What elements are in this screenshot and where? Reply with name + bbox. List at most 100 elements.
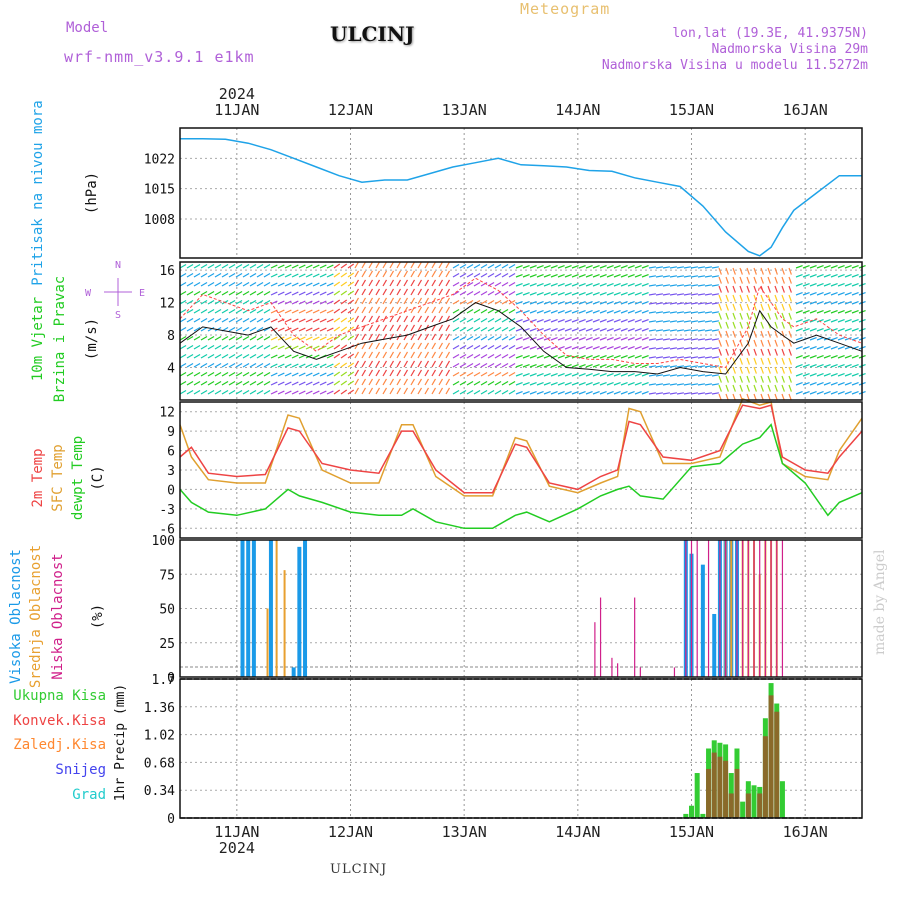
panel-frame — [179, 261, 863, 401]
wind-arrow — [256, 317, 264, 323]
wind-arrow — [494, 299, 502, 305]
wind-arrow — [732, 312, 736, 320]
wind-arrow — [186, 281, 194, 287]
wind-arrow — [354, 261, 360, 269]
wind-arrow — [326, 345, 334, 350]
wind-arrow — [186, 290, 194, 296]
wind-arrow — [676, 383, 684, 386]
wind-arrow — [473, 362, 481, 368]
wind-arrow — [830, 328, 838, 332]
wind-arrow — [333, 380, 341, 386]
wind-arrow — [221, 263, 229, 269]
wind-arrow — [557, 301, 565, 305]
wind-arrow — [795, 364, 803, 368]
wind-arrow — [739, 366, 743, 374]
wind-arrow — [368, 306, 374, 314]
wind-arrow — [683, 374, 691, 377]
wind-arrow — [641, 364, 649, 368]
wind-arrow — [599, 373, 607, 377]
wind-arrow — [781, 384, 785, 392]
wind-arrow — [571, 337, 579, 341]
wind-arrow — [249, 389, 257, 395]
wind-arrow — [459, 362, 467, 368]
wind-arrow — [333, 272, 341, 278]
wind-arrow — [529, 328, 537, 332]
wind-arrow — [298, 309, 306, 314]
wind-arrow — [732, 384, 736, 392]
wind-arrow — [704, 347, 712, 350]
wind-arrow — [291, 282, 299, 287]
wind-arrow — [389, 297, 395, 305]
wind-arrow — [788, 339, 792, 347]
wind-arrow — [501, 281, 509, 287]
wind-arrow — [417, 378, 423, 386]
wind-arrow — [732, 285, 736, 293]
wind-arrow — [284, 318, 292, 323]
wind-arrow — [641, 274, 649, 278]
wind-arrow — [417, 261, 423, 269]
wind-arrow — [683, 356, 691, 359]
wind-arrow — [487, 317, 495, 323]
wind-arrow — [669, 293, 677, 296]
wind-arrow — [620, 364, 628, 368]
wind-arrow — [837, 364, 845, 368]
wind-arrow — [564, 373, 572, 377]
wind-arrow — [662, 347, 670, 350]
wind-arrow — [291, 336, 299, 341]
wind-arrow — [634, 301, 642, 305]
wind-arrow — [802, 265, 810, 269]
wind-arrow — [403, 324, 409, 332]
wind-arrow — [214, 344, 222, 350]
wind-arrow — [270, 336, 278, 341]
panel-frame — [179, 401, 863, 539]
wind-arrow — [690, 356, 698, 359]
wind-arrow — [662, 320, 670, 323]
wind-arrow — [424, 351, 430, 359]
wind-arrow — [592, 274, 600, 278]
wind-arrow — [578, 292, 586, 296]
wind-arrow — [242, 389, 250, 395]
wind-arrow — [627, 310, 635, 314]
wind-arrow — [746, 312, 750, 320]
wind-arrow — [788, 276, 792, 284]
wind-arrow — [389, 387, 395, 395]
wind-arrow — [592, 310, 600, 314]
wind-arrow — [487, 272, 495, 278]
wind-arrow — [620, 337, 628, 341]
wind-arrow — [298, 336, 306, 341]
wind-arrow — [662, 392, 670, 395]
wind-arrow — [214, 290, 222, 296]
y-tick-label: 1008 — [144, 213, 175, 228]
wind-arrow — [214, 380, 222, 386]
wind-arrow — [417, 351, 423, 359]
wind-arrow — [767, 267, 771, 275]
wind-arrow — [830, 301, 838, 305]
wind-arrow — [515, 373, 523, 377]
wind-arrow — [347, 281, 355, 287]
wind-arrow — [312, 345, 320, 350]
pressure-ylabel: Pritisak na nivou mora — [30, 100, 46, 285]
wind-arrow — [228, 308, 236, 314]
wind-arrow — [487, 362, 495, 368]
wind-arrow — [830, 364, 838, 368]
wind-arrow — [207, 389, 215, 395]
wind-arrow — [438, 324, 444, 332]
wind-arrow — [214, 371, 222, 377]
wind-arrow — [221, 290, 229, 296]
wind-arrow — [193, 362, 201, 368]
wind-arrow — [704, 320, 712, 323]
wind-arrow — [333, 308, 341, 314]
mid-cloud-ylabel: Srednja Oblacnost — [28, 545, 44, 688]
wind-arrow — [382, 261, 388, 269]
wind-arrow — [788, 330, 792, 338]
wind-arrow — [697, 374, 705, 377]
wind-arrow — [382, 279, 388, 287]
wind-arrow — [704, 302, 712, 305]
wind-arrow — [557, 283, 565, 287]
wind-arrow — [753, 357, 757, 365]
wind-arrow — [480, 362, 488, 368]
compass-letter: E — [139, 288, 145, 299]
wind-arrow — [837, 319, 845, 323]
cloud-unit: (%) — [90, 604, 106, 629]
wind-arrow — [508, 326, 516, 332]
